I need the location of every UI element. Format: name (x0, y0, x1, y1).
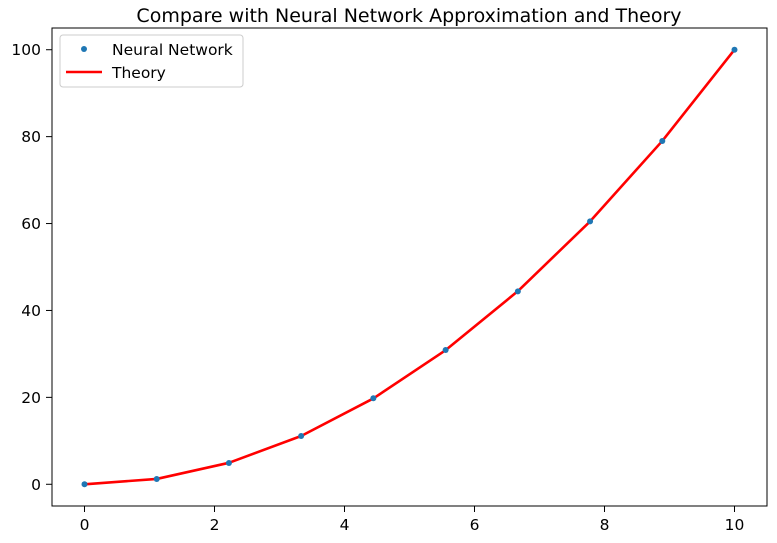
neural-network-point (442, 346, 449, 353)
x-tick-label: 8 (600, 516, 610, 534)
legend-label-neural-network: Neural Network (112, 41, 233, 59)
neural-network-point (659, 137, 666, 144)
x-axis: 0 2 4 6 8 10 (80, 506, 745, 534)
y-tick-label: 60 (21, 215, 41, 233)
neural-network-point (587, 218, 594, 225)
series-neural-network (81, 46, 738, 488)
legend: Neural Network Theory (59, 34, 244, 88)
theory-line (84, 48, 736, 486)
legend-frame (59, 34, 244, 88)
y-tick-label: 100 (11, 41, 41, 59)
x-tick-label: 6 (470, 516, 480, 534)
legend-label-theory: Theory (111, 64, 166, 82)
chart-title: Compare with Neural Network Approximatio… (136, 5, 681, 27)
plot-area-frame (51, 27, 768, 507)
x-tick-label: 0 (80, 516, 90, 534)
neural-network-point (225, 459, 232, 466)
x-tick-label: 2 (210, 516, 220, 534)
neural-network-point (298, 433, 305, 440)
neural-network-point (514, 288, 521, 295)
series-theory (84, 48, 736, 486)
y-tick-label: 20 (21, 389, 41, 407)
y-tick-label: 0 (31, 476, 41, 494)
y-tick-label: 40 (21, 302, 41, 320)
neural-network-point (153, 476, 160, 483)
neural-network-point (81, 481, 88, 488)
y-axis: 0 20 40 60 80 100 (11, 41, 52, 494)
neural-network-point (370, 395, 377, 402)
y-tick-label: 80 (21, 128, 41, 146)
neural-network-point (731, 46, 738, 53)
x-tick-label: 4 (340, 516, 350, 534)
x-tick-label: 10 (725, 516, 745, 534)
legend-marker-neural-network (81, 46, 87, 52)
